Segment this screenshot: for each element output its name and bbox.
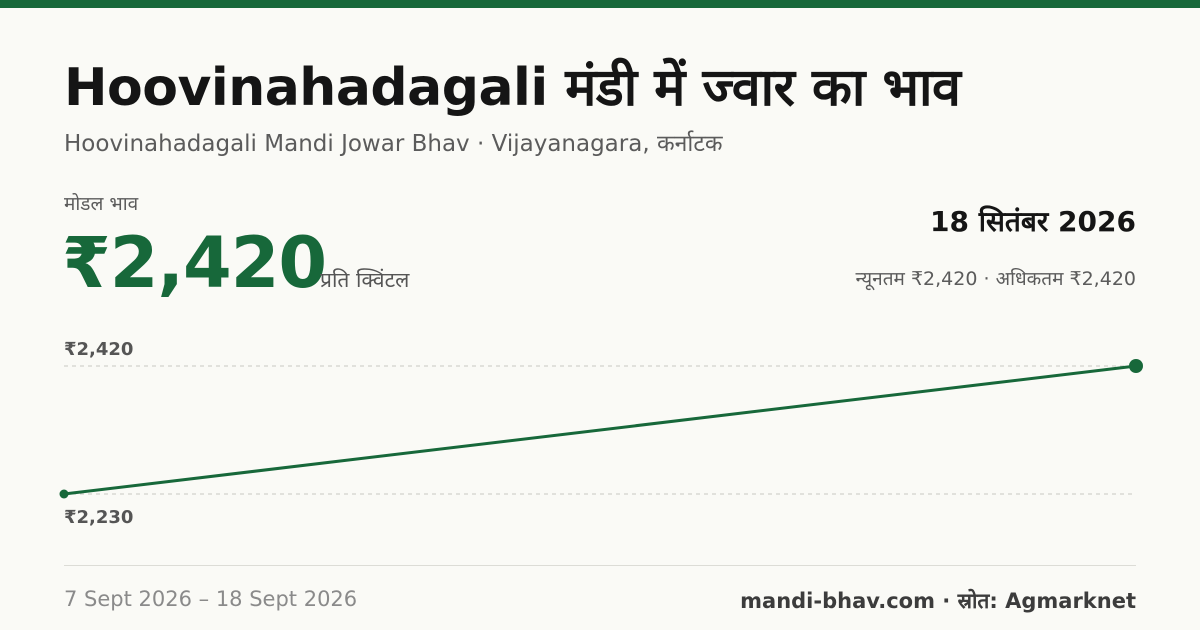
price-unit: प्रति क्विंटल — [320, 268, 410, 292]
top-accent-bar — [0, 0, 1200, 8]
date-period: 7 Sept 2026 – 18 Sept 2026 — [64, 587, 358, 611]
data-point-1 — [1129, 359, 1143, 373]
y-tick-label-min: ₹2,230 — [64, 507, 133, 528]
modal-price-label: मोडल भाव — [64, 193, 139, 215]
source-separator: · — [934, 589, 958, 613]
footer-divider — [64, 565, 1136, 566]
source-credit: mandi-bhav.com · स्रोत: Agmarknet — [740, 587, 1136, 615]
min-max-range: न्यूनतम ₹2,420 · अधिकतम ₹2,420 — [856, 265, 1136, 291]
page-subtitle: Hoovinahadagali Mandi Jowar Bhav · Vijay… — [64, 131, 723, 157]
price-date: 18 सितंबर 2026 — [930, 205, 1136, 238]
max-price: अधिकतम ₹2,420 — [995, 268, 1136, 290]
price-trend-chart: ₹2,420 ₹2,230 — [59, 339, 1143, 528]
modal-price-value: ₹2,420 — [62, 222, 327, 304]
min-price: न्यूनतम ₹2,420 — [855, 268, 978, 290]
site-name: mandi-bhav.com — [740, 589, 935, 613]
data-point-0 — [59, 489, 69, 499]
range-separator: · — [977, 268, 996, 290]
data-source: स्रोत: Agmarknet — [957, 589, 1136, 613]
page-title: Hoovinahadagali मंडी में ज्वार का भाव — [64, 58, 961, 118]
y-tick-label-max: ₹2,420 — [64, 339, 133, 360]
price-series-line — [63, 364, 1137, 496]
